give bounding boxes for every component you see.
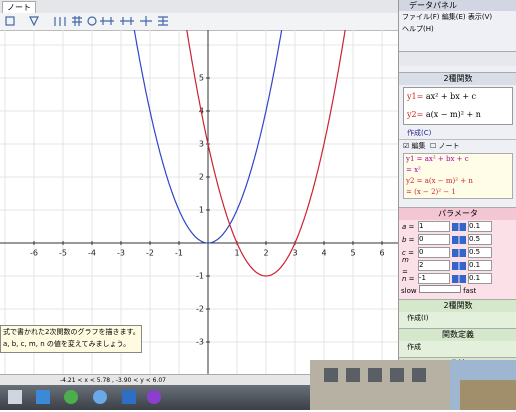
param-step[interactable]: 0.1 bbox=[468, 273, 492, 284]
tooltip-line: 式で書かれた2次関数のグラフを描きます。 bbox=[3, 326, 141, 338]
y-tick-label: 2 bbox=[199, 173, 204, 182]
note-line: y1 = ax² + bx + c bbox=[406, 154, 512, 165]
param-value[interactable]: 2 bbox=[418, 260, 450, 271]
param-step[interactable]: 0.1 bbox=[468, 221, 492, 232]
fast-label: fast bbox=[463, 287, 476, 295]
x-tick-label: -4 bbox=[88, 249, 96, 258]
menu: ファイル(F) 編集(E) 表示(V) ヘルプ(H) bbox=[399, 11, 516, 23]
arrows[interactable] bbox=[452, 275, 466, 283]
x-tick-label: -5 bbox=[59, 249, 67, 258]
param-label: b = bbox=[402, 234, 416, 246]
formula: ax² + bx + c bbox=[426, 92, 476, 101]
param-value[interactable]: 0 bbox=[418, 234, 450, 245]
menu-item[interactable]: 編集(E) bbox=[442, 13, 466, 21]
formula-name: y2= bbox=[407, 110, 423, 119]
options: ☑ 編集 ☐ ノート bbox=[399, 139, 516, 152]
tooltip: 式で書かれた2次関数のグラフを描きます。 a, b, c, m, n の値を変え… bbox=[0, 325, 142, 353]
param-step[interactable]: 0.1 bbox=[468, 260, 492, 271]
x-tick-label: 2 bbox=[263, 249, 268, 258]
param-row: b =0 0.5 bbox=[399, 233, 516, 246]
tab-bar: ノート bbox=[0, 0, 398, 14]
param-row: a =1 0.1 bbox=[399, 220, 516, 233]
x-tick-label: 6 bbox=[379, 249, 384, 258]
x-tick-label: -2 bbox=[146, 249, 154, 258]
param-value[interactable]: 0 bbox=[418, 247, 450, 258]
photo bbox=[310, 360, 516, 410]
y-tick-label: -2 bbox=[196, 305, 204, 314]
y-tick-label: 5 bbox=[199, 74, 204, 83]
note-line: = x² bbox=[406, 165, 512, 176]
page: ノート -6-5-4-3-2-112345654321-1-2-3 式で書かれた… bbox=[0, 0, 516, 410]
param-row: n =-1 0.1 bbox=[399, 272, 516, 285]
x-tick-label: -1 bbox=[175, 249, 183, 258]
param-value[interactable]: -1 bbox=[418, 273, 450, 284]
arrows[interactable] bbox=[452, 262, 466, 270]
create-button[interactable]: 作成(I) bbox=[399, 312, 516, 328]
section-header: 2種関数 bbox=[399, 299, 516, 312]
param-label: n = bbox=[402, 273, 416, 285]
note-box: y1 = ax² + bx + c = x² y2 = a(x − m)² + … bbox=[403, 153, 513, 199]
param-step[interactable]: 0.5 bbox=[468, 234, 492, 245]
menu-item[interactable]: 表示(V) bbox=[468, 13, 492, 21]
x-tick-label: 1 bbox=[234, 249, 239, 258]
param-value[interactable]: 1 bbox=[418, 221, 450, 232]
y-tick-label: 3 bbox=[199, 140, 204, 149]
create-button[interactable]: 作成 bbox=[399, 341, 516, 357]
arrows[interactable] bbox=[452, 249, 466, 257]
param-step[interactable]: 0.5 bbox=[468, 247, 492, 258]
formula-box: y1= ax² + bx + c y2= a(x − m)² + n bbox=[403, 87, 513, 125]
section-header: パラメータ bbox=[399, 207, 516, 220]
create-button[interactable]: 作成(C) bbox=[399, 127, 516, 139]
toolbar bbox=[0, 13, 398, 31]
note-line: = (x − 2)² − 1 bbox=[406, 187, 512, 198]
x-tick-label: -6 bbox=[30, 249, 38, 258]
slider[interactable] bbox=[419, 285, 461, 293]
menu-item[interactable]: ファイル(F) bbox=[402, 13, 440, 21]
status: -4.21 < x < 5.78 , -3.90 < y < 6.07 bbox=[60, 377, 166, 384]
section-header: 関数定義 bbox=[399, 328, 516, 341]
panel-title: データパネル bbox=[399, 0, 516, 11]
arrows[interactable] bbox=[452, 236, 466, 244]
note-line: y2 = a(x − m)² + n bbox=[406, 176, 512, 187]
slow-label: slow bbox=[401, 287, 417, 295]
param-label: a = bbox=[402, 221, 416, 233]
formula: a(x − m)² + n bbox=[426, 110, 481, 119]
tooltip-line: a, b, c, m, n の値を変えてみましょう。 bbox=[3, 338, 141, 350]
note-check[interactable]: ノート bbox=[438, 142, 459, 150]
menu-item[interactable]: ヘルプ(H) bbox=[402, 25, 434, 33]
data-panel: データパネル ファイル(F) 編集(E) 表示(V) ヘルプ(H) 2種関数 y… bbox=[398, 0, 516, 385]
y-tick-label: -1 bbox=[196, 272, 204, 281]
formula-name: y1= bbox=[407, 92, 423, 101]
x-tick-label: 3 bbox=[292, 249, 297, 258]
edit-check[interactable]: 編集 bbox=[412, 142, 426, 150]
toolbar-icons bbox=[0, 13, 398, 30]
x-tick-label: 4 bbox=[321, 249, 326, 258]
arrows[interactable] bbox=[452, 223, 466, 231]
section-header: 2種関数 bbox=[399, 72, 516, 85]
taskbar-icons bbox=[0, 385, 310, 410]
y-tick-label: 1 bbox=[199, 206, 204, 215]
x-tick-label: -3 bbox=[117, 249, 125, 258]
y-tick-label: -3 bbox=[196, 338, 204, 347]
panel-toolbar bbox=[399, 51, 516, 66]
speed: slow fast bbox=[399, 285, 516, 297]
x-tick-label: 5 bbox=[350, 249, 355, 258]
